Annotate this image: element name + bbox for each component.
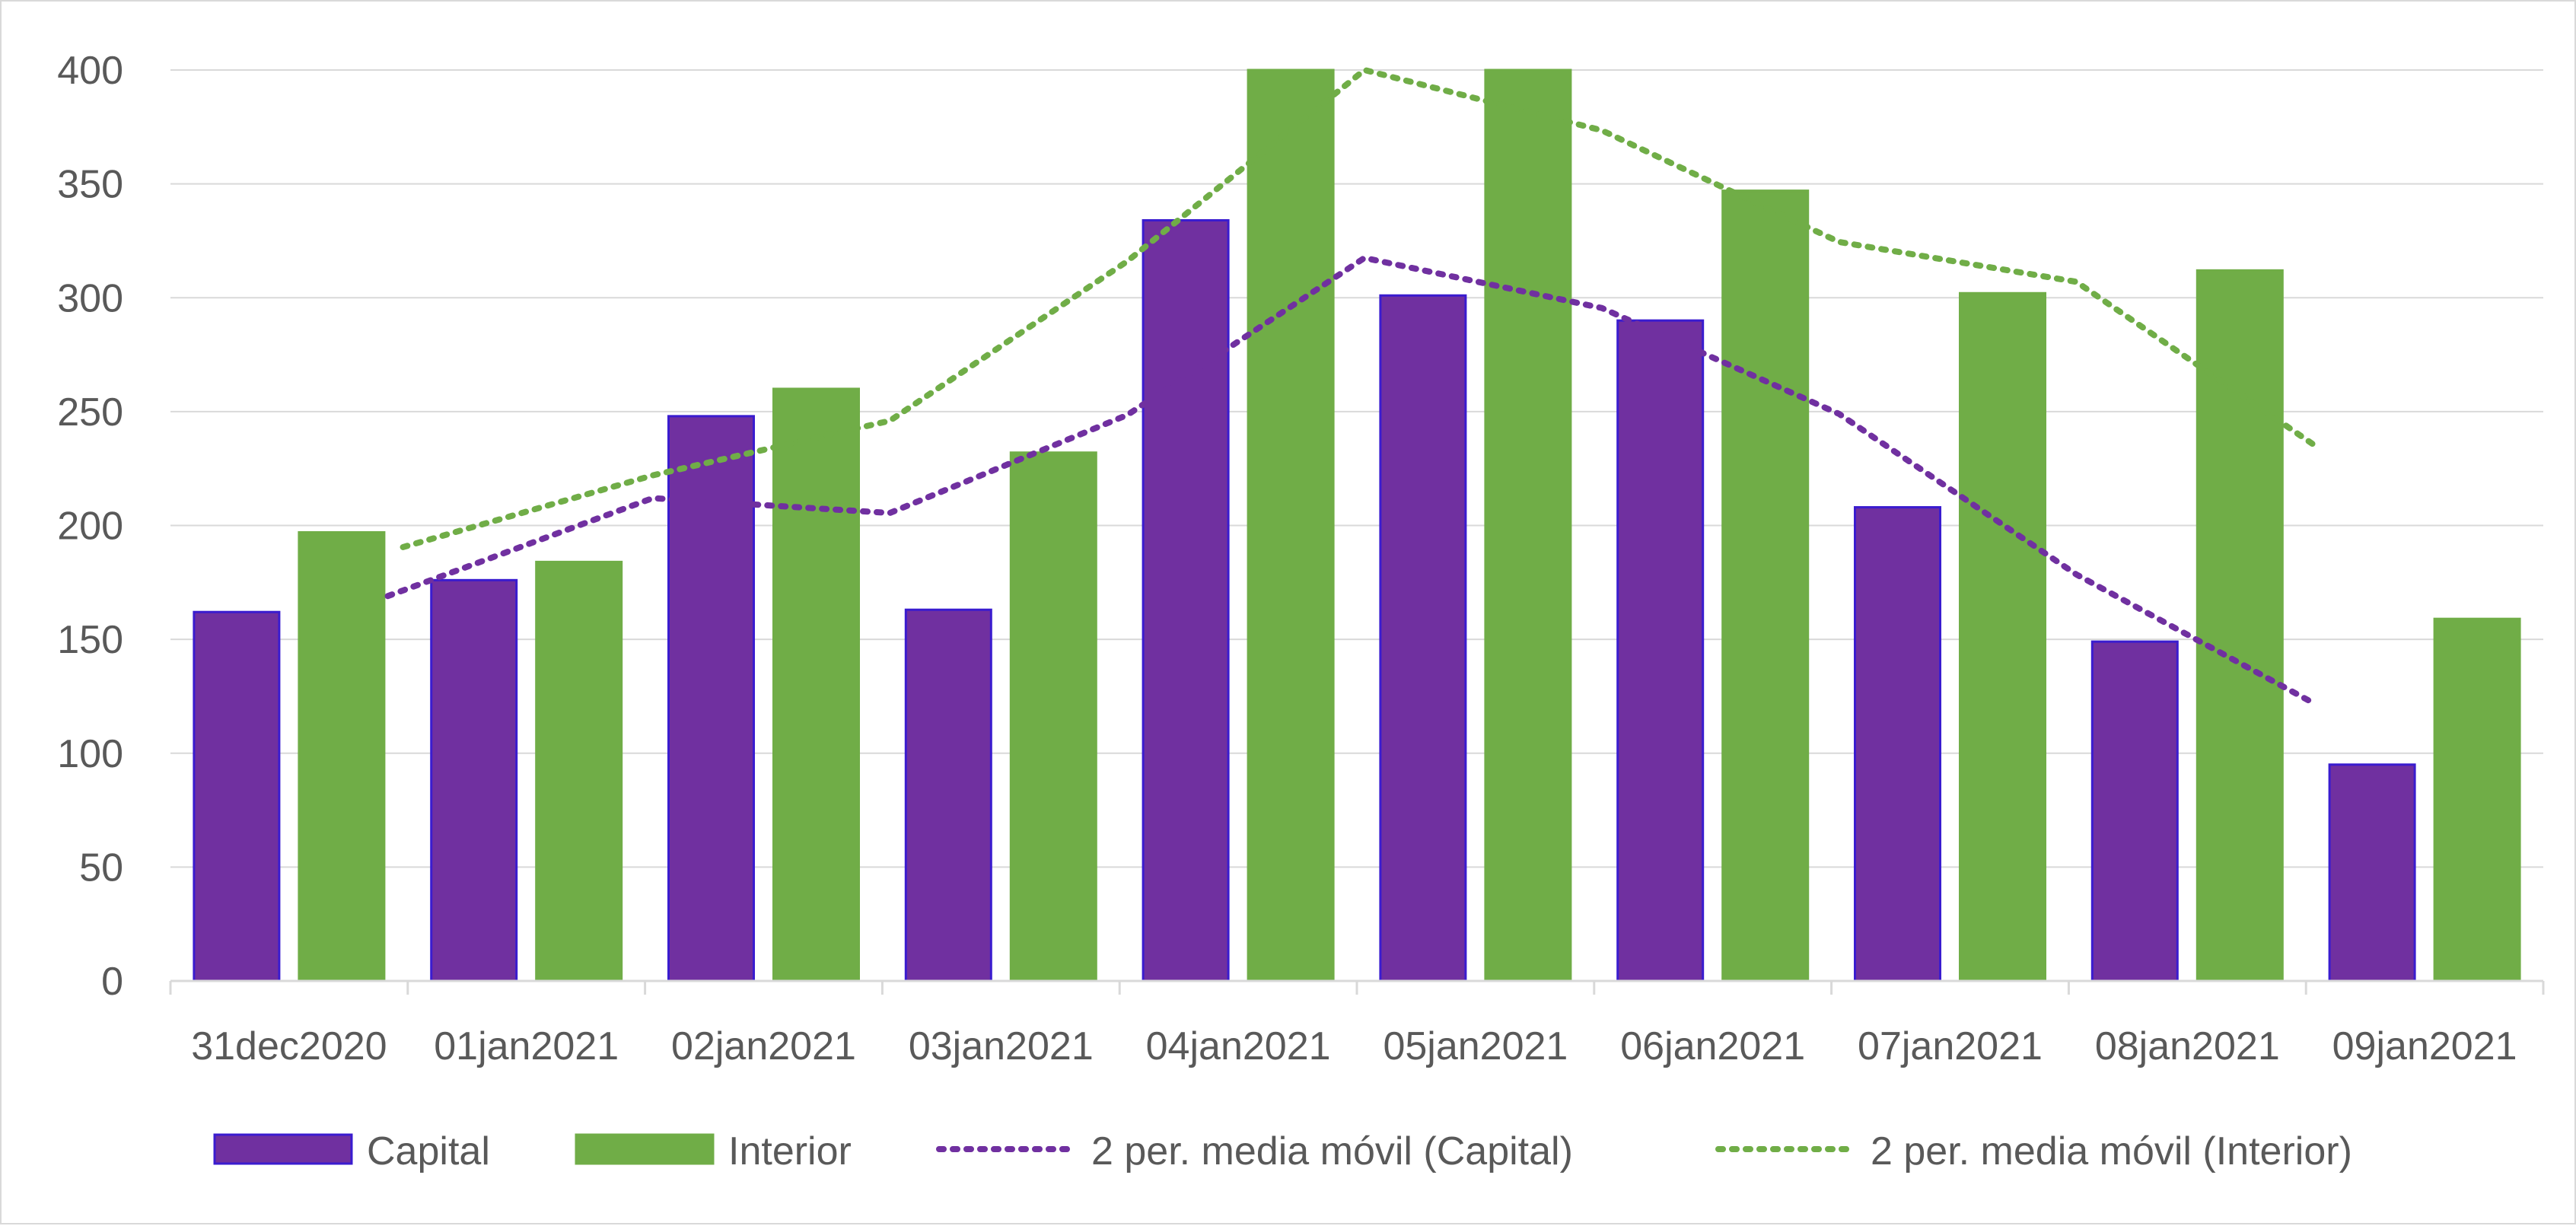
x-tick-label: 07jan2021	[1858, 1024, 2043, 1068]
x-axis	[169, 979, 2545, 995]
bar-capital	[430, 578, 518, 982]
x-tick-label: 06jan2021	[1620, 1024, 1805, 1068]
trendlines	[384, 66, 2317, 706]
legend-label: Interior	[728, 1129, 852, 1173]
legend-item: 2 per. media móvil (Interior)	[1715, 1129, 2352, 1173]
bar-capital	[193, 610, 281, 982]
legend-swatch	[575, 1133, 715, 1165]
bar-capital	[1379, 294, 1467, 982]
bar-capital	[667, 415, 755, 982]
legend-item: Interior	[575, 1129, 852, 1173]
x-tick-label: 04jan2021	[1146, 1024, 1331, 1068]
bar-interior	[2433, 617, 2521, 982]
x-tick-label: 05jan2021	[1383, 1024, 1568, 1068]
bar-interior	[535, 560, 623, 982]
legend-item: 2 per. media móvil (Capital)	[936, 1129, 1573, 1173]
bar-interior	[1721, 189, 1810, 982]
y-tick-label: 400	[57, 49, 123, 93]
bars	[193, 68, 2521, 982]
y-tick-label: 250	[57, 390, 123, 435]
legend: Capital Interior 2 per. media móvil (Capit…	[213, 1129, 2352, 1173]
x-axis-labels: 31dec2020 01jan2021 02jan2021 03jan2021 04ja…	[191, 1024, 2517, 1068]
bar-capital	[1616, 319, 1705, 982]
gridlines	[170, 69, 2543, 868]
legend-swatch	[213, 1133, 353, 1165]
x-tick-label: 08jan2021	[2095, 1024, 2280, 1068]
legend-item: Capital	[213, 1129, 490, 1173]
bar-interior	[298, 530, 386, 982]
y-tick-label: 300	[57, 276, 123, 320]
legend-label: 2 per. media móvil (Interior)	[1871, 1129, 2352, 1173]
bar-interior	[1959, 291, 2046, 982]
bar-capital	[2090, 640, 2179, 982]
y-tick-label: 200	[57, 505, 123, 549]
x-tick-label: 03jan2021	[909, 1024, 1094, 1068]
y-tick-label: 150	[57, 618, 123, 662]
legend-label: 2 per. media móvil (Capital)	[1091, 1129, 1573, 1173]
bar-interior	[772, 387, 860, 982]
legend-label: Capital	[367, 1129, 490, 1173]
y-tick-label: 350	[57, 163, 123, 207]
y-tick-label: 50	[79, 845, 123, 890]
bar-interior	[1009, 451, 1097, 982]
y-tick-label: 0	[101, 960, 123, 1004]
trendline-capital	[384, 254, 2317, 706]
bar-interior	[2195, 269, 2284, 982]
bar-capital	[2328, 763, 2416, 982]
bar-capital	[1854, 506, 1941, 982]
y-axis-ticks: 0 50 100 150 200 250 300 350 400	[57, 49, 123, 1004]
x-tick-label: 31dec2020	[191, 1024, 387, 1068]
x-tick-label: 01jan2021	[434, 1024, 619, 1068]
x-tick-label: 09jan2021	[2332, 1024, 2517, 1068]
bar-capital	[1142, 219, 1230, 982]
y-tick-label: 100	[57, 732, 123, 776]
bar-interior	[1247, 68, 1335, 982]
trendline-interior	[400, 66, 2317, 550]
bar-capital	[904, 608, 992, 982]
x-tick-label: 02jan2021	[671, 1024, 856, 1068]
bar-interior	[1484, 68, 1572, 982]
